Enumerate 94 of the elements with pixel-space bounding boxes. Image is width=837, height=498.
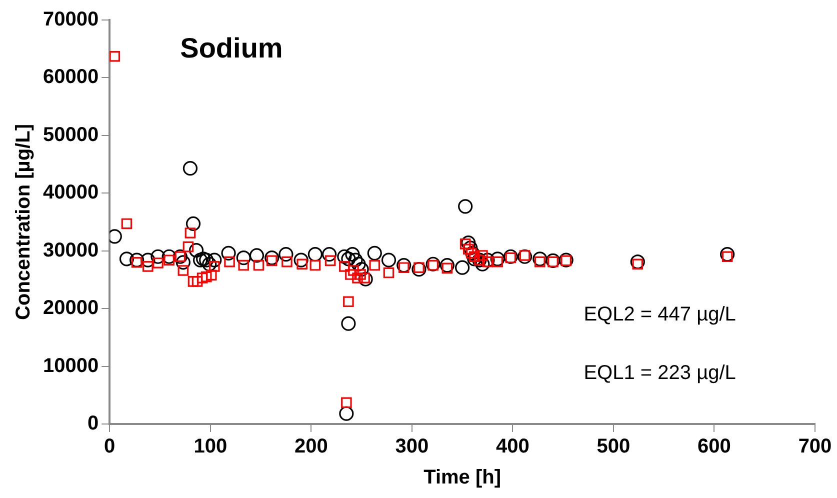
point bbox=[461, 235, 476, 250]
y-tick-label: 30000 bbox=[42, 239, 99, 262]
point bbox=[455, 260, 470, 275]
point bbox=[503, 249, 518, 264]
point bbox=[324, 255, 336, 266]
x-tick-label: 500 bbox=[596, 436, 630, 458]
point bbox=[396, 258, 412, 273]
point bbox=[337, 249, 352, 264]
point bbox=[348, 252, 363, 268]
point bbox=[517, 249, 532, 264]
x-tick-label: 300 bbox=[395, 436, 429, 458]
point bbox=[193, 252, 208, 268]
point bbox=[546, 253, 560, 268]
point bbox=[119, 252, 134, 266]
point bbox=[630, 254, 645, 270]
point bbox=[369, 260, 380, 271]
point bbox=[426, 256, 440, 272]
point bbox=[532, 252, 548, 266]
point bbox=[178, 265, 189, 276]
x-tick-label: 600 bbox=[698, 436, 731, 458]
point bbox=[322, 247, 337, 262]
point bbox=[182, 161, 198, 176]
point bbox=[206, 270, 217, 280]
point bbox=[278, 247, 294, 262]
x-tick-label: 200 bbox=[294, 436, 328, 458]
point bbox=[152, 258, 164, 268]
point bbox=[202, 256, 217, 272]
point bbox=[720, 247, 735, 262]
point bbox=[343, 296, 354, 308]
point bbox=[367, 246, 382, 260]
point bbox=[282, 256, 292, 268]
point bbox=[196, 252, 211, 266]
y-tick-label: 40000 bbox=[42, 182, 99, 204]
point bbox=[381, 252, 396, 268]
point bbox=[294, 252, 308, 268]
y-tick-label: 70000 bbox=[42, 8, 99, 31]
point bbox=[188, 276, 199, 287]
point bbox=[224, 256, 235, 268]
point bbox=[440, 258, 454, 273]
point bbox=[236, 250, 251, 266]
point bbox=[339, 406, 354, 421]
point bbox=[142, 261, 154, 272]
point bbox=[358, 272, 373, 286]
point bbox=[199, 252, 214, 268]
point bbox=[352, 272, 363, 284]
point bbox=[253, 260, 264, 271]
point bbox=[188, 242, 204, 258]
point bbox=[308, 247, 322, 262]
point bbox=[121, 218, 132, 230]
text: Sodium bbox=[180, 32, 283, 64]
point bbox=[249, 248, 264, 263]
point bbox=[196, 272, 208, 284]
point bbox=[351, 256, 366, 272]
point bbox=[264, 250, 280, 266]
point bbox=[200, 271, 212, 282]
point bbox=[140, 252, 156, 268]
point bbox=[162, 249, 176, 264]
x-tick-label: 0 bbox=[104, 436, 116, 458]
point bbox=[221, 246, 236, 260]
point bbox=[348, 265, 359, 276]
point bbox=[207, 252, 222, 268]
y-tick-label: 50000 bbox=[42, 124, 99, 146]
point bbox=[341, 252, 356, 266]
y-tick-label: 60000 bbox=[42, 66, 99, 88]
point bbox=[186, 216, 201, 232]
point bbox=[383, 267, 394, 278]
point bbox=[110, 50, 120, 62]
y-tick-label: 20000 bbox=[42, 297, 99, 320]
annotation: EQL1 = 223 µg/L bbox=[584, 362, 736, 384]
point bbox=[339, 261, 350, 272]
y-axis-title: Concentration [µg/L] bbox=[12, 124, 35, 320]
point bbox=[182, 241, 194, 252]
point bbox=[238, 260, 250, 271]
point bbox=[310, 260, 321, 271]
point bbox=[442, 262, 453, 274]
point bbox=[490, 252, 505, 266]
annotation: EQL2 = 447 µg/L bbox=[584, 303, 736, 326]
point bbox=[412, 262, 426, 277]
point bbox=[341, 316, 356, 331]
point bbox=[345, 247, 360, 262]
x-tick-label: 700 bbox=[798, 436, 832, 458]
point bbox=[354, 262, 369, 277]
y-tick-label: 0 bbox=[87, 412, 99, 435]
point bbox=[345, 269, 356, 280]
x-tick-label: 400 bbox=[496, 436, 530, 458]
x-tick-label: 100 bbox=[194, 436, 228, 458]
y-tick-label: 10000 bbox=[42, 354, 99, 377]
point bbox=[176, 255, 190, 270]
point bbox=[458, 199, 473, 214]
point bbox=[130, 252, 144, 268]
point bbox=[475, 256, 490, 272]
x-axis-title: Time [h] bbox=[424, 466, 502, 489]
point bbox=[184, 228, 196, 238]
point bbox=[341, 397, 352, 408]
